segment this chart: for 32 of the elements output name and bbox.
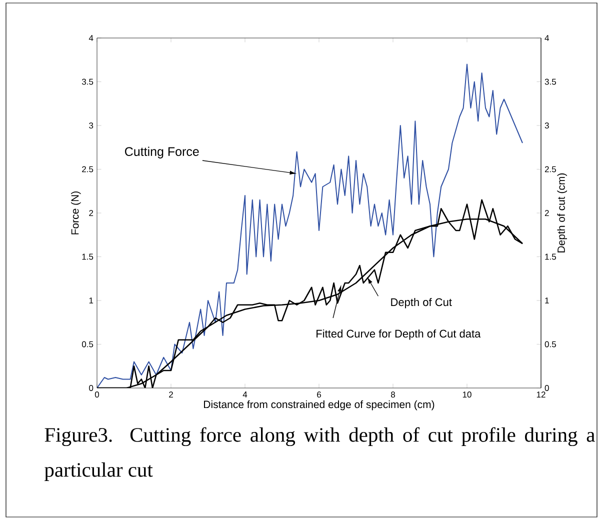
y-tick-label: 4 <box>88 35 94 41</box>
y-tick-label: 2 <box>89 210 94 216</box>
y-tick-label: 0 <box>89 384 94 392</box>
x-tick-label: 12 <box>536 392 546 398</box>
x-tick-label: 0 <box>94 392 100 398</box>
y2-tick-label: 3 <box>544 122 549 128</box>
y2-tick-label: 0 <box>544 384 549 392</box>
annotation: Fitted Curve for Depth of Cut data <box>316 330 481 340</box>
x-tick-label: 6 <box>317 392 321 398</box>
y2-tick-label: 1.5 <box>545 254 556 260</box>
x-tick-label: 4 <box>242 392 248 398</box>
y2-axis-title: Depth of cut (cm) <box>557 173 568 252</box>
y-tick-label: 1 <box>89 298 94 304</box>
y-tick-label: 0.5 <box>82 341 94 348</box>
y-tick-label: 2.5 <box>82 166 94 172</box>
y2-tick-label: 3.5 <box>544 78 556 85</box>
annotation: Cutting Force <box>125 146 199 158</box>
y-axis-title: Force (N) <box>71 192 81 234</box>
annotation: Depth of Cut <box>391 298 452 308</box>
y-tick-label: 3 <box>89 122 94 128</box>
caption: Figure3. Cutting force along with depth of cut profile during a particular cut <box>44 427 595 481</box>
y-tick-label: 3.5 <box>82 78 94 85</box>
x-axis-title: Distance from constrained edge of specimen (cm) <box>204 400 434 410</box>
y2-tick-label: 2.5 <box>544 166 556 172</box>
y2-tick-label: 2 <box>544 210 549 216</box>
x-tick-label: 8 <box>391 392 395 398</box>
y-tick-label: 1.5 <box>82 254 94 260</box>
x-tick-label: 10 <box>462 392 472 398</box>
x-tick-label: 2 <box>169 392 173 398</box>
y2-tick-label: 4 <box>544 35 550 41</box>
y2-tick-label: 0.5 <box>544 341 556 348</box>
y2-tick-label: 1 <box>545 298 549 304</box>
